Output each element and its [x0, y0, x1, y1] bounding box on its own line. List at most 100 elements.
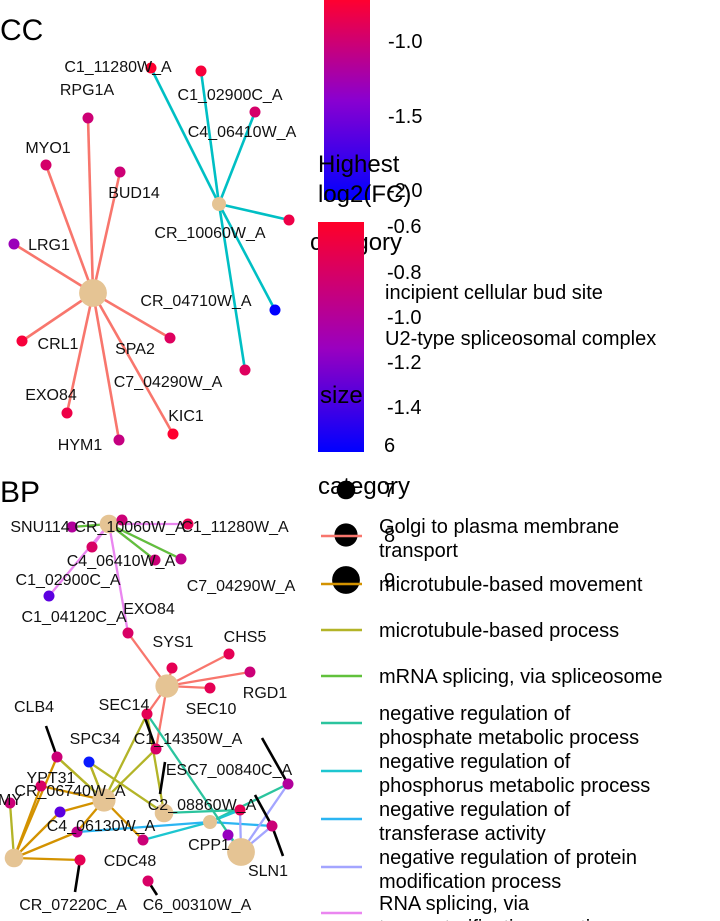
bp-gene-label-ypt31: YPT31: [27, 770, 76, 787]
cc-gene-node-myo1: [40, 159, 52, 171]
cc-edge-hym1: [91, 292, 121, 441]
bp-gene-label-c1-14350w-a: C1_14350W_A: [134, 731, 243, 748]
bp-colorbar-tick-label: -1.4: [387, 397, 421, 419]
bp-edge-36: [163, 808, 241, 815]
bp-edge-2: [166, 652, 230, 688]
cc-gene-label-kic1: KIC1: [168, 408, 204, 425]
bp-gene-node-sys1: [166, 662, 178, 674]
bp-gene-label-cdc48: CDC48: [104, 853, 157, 870]
cc-edge-kic1: [91, 292, 175, 435]
bp-edge-29: [13, 811, 61, 859]
bp-category-node-microtubule-based-process: [4, 848, 24, 868]
bp-legend-category-negative-regulation-of-transferase-activity: negative regulation of transferase activi…: [379, 799, 571, 845]
bp-edge-13: [48, 523, 110, 597]
cc-gene-node-crl1: [16, 335, 28, 347]
bp-gene-node-cpp1: [222, 829, 234, 841]
cc-network-panel: CC C1_11280W_A C1_02900C_A C4_06410W_A CR_1…: [0, 14, 297, 454]
bp-size-legend-label: 6: [384, 435, 395, 457]
bp-category-node-rna-splicing-via-transesterification-reactions: [99, 514, 119, 534]
bp-gene-label-snu114: SNU114: [10, 519, 69, 536]
cc-edge-exo84: [65, 292, 95, 414]
bp-edge-17: [108, 522, 182, 561]
bp-label-callout-esc7-00840c-a: [260, 737, 290, 785]
bp-legend-category-golgi-to-plasma-membrane-transport: Golgi to plasma membrane transport: [379, 516, 619, 562]
cc-colorbar: [324, 0, 370, 200]
cc-legend-category-u2-type-spliceosomal-complex: U2-type spliceosomal complex: [385, 328, 656, 350]
bp-gene-node-exo84: [122, 627, 134, 639]
cc-legend-color-title: Highest log2(FC): [318, 151, 411, 208]
bp-size-legend-label: 9: [384, 570, 395, 592]
bp-legend-category-title: category: [318, 473, 410, 500]
cc-colorbar-tick-label: -1.5: [388, 106, 422, 128]
bp-gene-label-c4-06130w-a: C4_06130W_A: [47, 818, 156, 835]
bp-gene-label-esc7-00840c-a: ESC7_00840C_A: [166, 762, 293, 779]
cc-gene-node-exo84: [61, 407, 73, 419]
bp-category-node-negative-regulation-of-protein-modification-process: [227, 838, 255, 866]
bp-edge-39: [142, 820, 211, 842]
bp-category-node-mrna-splicing-via-spliceosome: [154, 803, 174, 823]
bp-gene-label-c7-04290w-a: C7_04290W_A: [187, 578, 296, 595]
bp-gene-node-c2-08860w-a: [234, 804, 246, 816]
bp-panel-title: BP: [0, 476, 40, 509]
bp-legend-category-microtubule-based-process: microtubule-based process: [379, 620, 619, 642]
cc-gene-label-c1-02900c-a: C1_02900C_A: [178, 87, 283, 104]
cc-gene-label-exo84: EXO84: [25, 387, 77, 404]
bp-gene-node-c4-06130w-a: [71, 826, 83, 838]
bp-edge-33: [12, 756, 59, 859]
bp-colorbar-tick-label: -1.0: [387, 307, 421, 329]
bp-gene-node-my: [4, 797, 16, 809]
bp-size-legend-label: 7: [384, 480, 395, 502]
cc-gene-node-bud14: [114, 166, 126, 178]
bp-network-panel: BP SNU114 CR_10060W_AC1_11280W_A C4_06410W…: [0, 476, 296, 914]
bp-colorbar-tick-label: -0.8: [387, 262, 421, 284]
cc-gene-node-hym1: [113, 434, 125, 446]
bp-gene-node-rgd1: [244, 666, 256, 678]
bp-gene-label-c1-11280w-a: C1_11280W_A: [181, 519, 289, 536]
bp-colorbar-tick-label: -1.2: [387, 352, 421, 374]
bp-gene-node-c6-00310w-a: [142, 875, 154, 887]
bp-label-callout-c2-08860w-a: [253, 794, 274, 827]
bp-edge-31: [13, 856, 81, 862]
cc-gene-label-c4-06410w-a: C4_06410W_A: [188, 124, 297, 141]
bp-gene-node-sln1: [266, 820, 278, 832]
bp-gene-label-rgd1: RGD1: [243, 685, 288, 702]
bp-gene-node-snu114: [66, 521, 78, 533]
bp-label-callout-c1-14350w-a: [158, 761, 167, 795]
cc-gene-label-cr-04710w-a: CR_04710W_A: [140, 293, 252, 310]
bp-gene-node-cdc48: [137, 834, 149, 846]
bp-gene-label-chs5: CHS5: [224, 629, 267, 646]
bp-edge-27: [103, 748, 157, 801]
bp-legend-size-title: size: [320, 382, 363, 409]
bp-gene-label-sec14: SEC14: [99, 697, 150, 714]
bp-gene-node-cr-07220c-a: [74, 854, 86, 866]
cc-category-node-incipient-cellular-bud-site: [79, 279, 107, 307]
cc-gene-label-myo1: MYO1: [25, 140, 70, 157]
cc-legend-category-incipient-cellular-bud-site: incipient cellular bud site: [385, 282, 603, 304]
bp-gene-label-sec10: SEC10: [186, 701, 237, 718]
bp-edge-46: [146, 713, 242, 853]
bp-gene-node-cr-10060w-a: [116, 514, 128, 526]
bp-size-legend-dot: [332, 566, 360, 594]
bp-gene-node-cr-06740w-a: [54, 806, 66, 818]
bp-gene-label-cpp1: CPP1: [188, 837, 230, 854]
bp-legend-category-microtubule-based-movement: microtubule-based movement: [379, 574, 643, 596]
cc-gene-node-c1-11280w-a: [145, 62, 157, 74]
cc-gene-label-cr-10060w-a: CR_10060W_A: [154, 225, 266, 242]
cc-gene-label-c1-11280w-a: C1_11280W_A: [64, 59, 172, 76]
bp-edge-14: [107, 523, 130, 634]
bp-legend-category-negative-regulation-of-phosphorus-metabolic-process: negative regulation of phosphorus metabol…: [379, 751, 650, 797]
bp-gene-label-cr-06740w-a: CR_06740W_A: [14, 783, 126, 800]
bp-gene-label-cr-10060w-a: CR_10060W_A: [74, 519, 186, 536]
bp-legend-category-mrna-splicing-via-spliceosome: mRNA splicing, via spliceosome: [379, 666, 662, 688]
cc-gene-node-lrg1: [8, 238, 20, 250]
bp-edge-3: [166, 670, 251, 688]
cc-edge-spa2: [92, 291, 171, 340]
bp-gene-node-sec10: [204, 682, 216, 694]
cc-edge-c7-04290w-a: [217, 203, 247, 371]
cc-gene-label-hym1: HYM1: [58, 437, 103, 454]
cc-gene-label-bud14: BUD14: [108, 185, 160, 202]
bp-gene-label-spc34: SPC34: [70, 731, 121, 748]
cc-gene-node-c4-06410w-a: [249, 106, 261, 118]
cc-gene-node-cr-10060w-a: [283, 214, 295, 226]
